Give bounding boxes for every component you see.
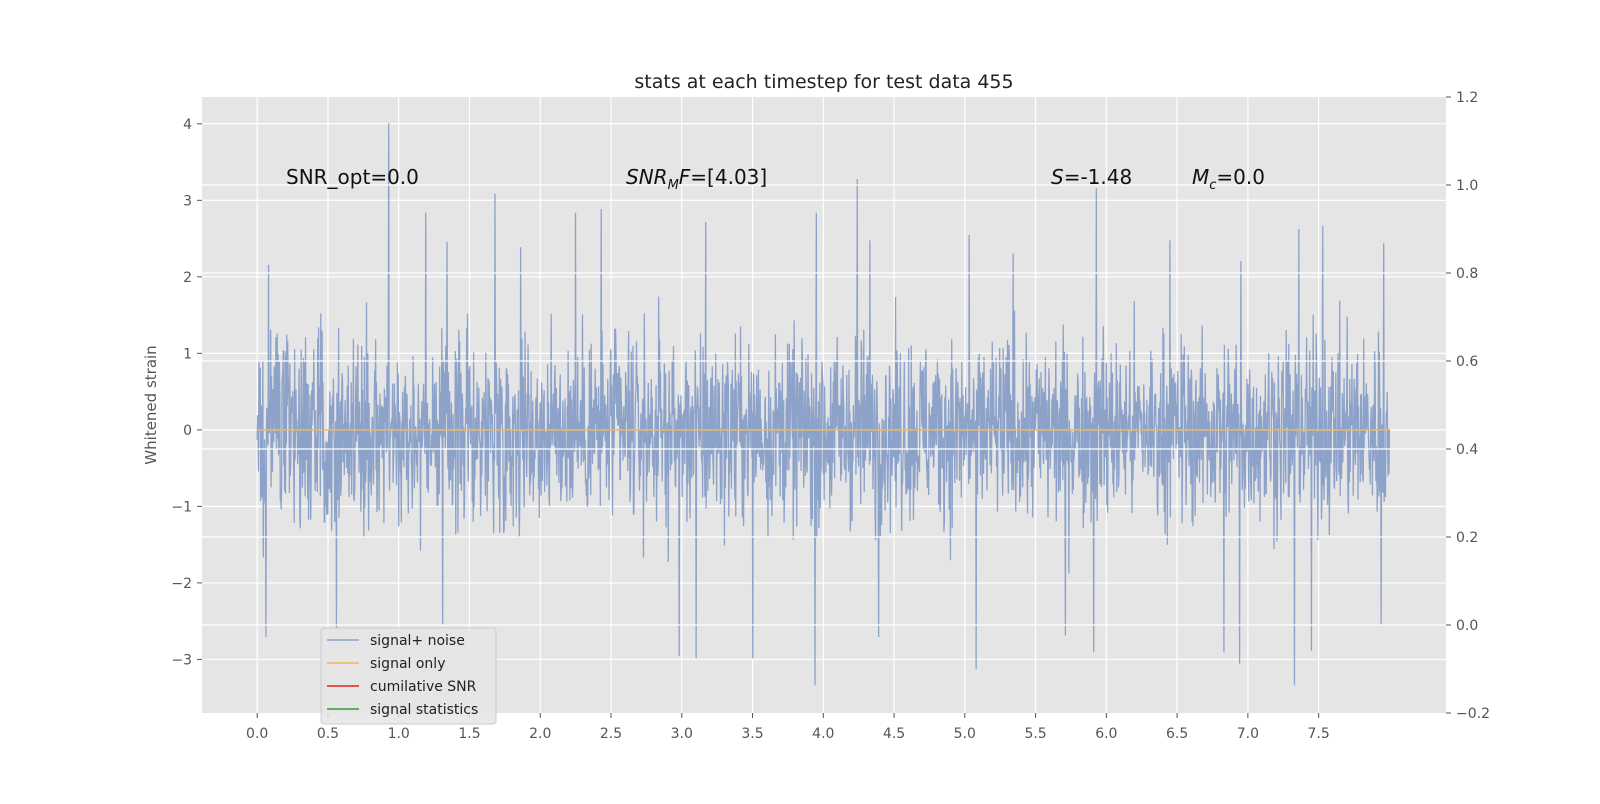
x-tick-label: 1.5 — [458, 726, 480, 742]
x-tick-label: 7.0 — [1237, 726, 1259, 742]
x-axis-ticks: 0.0 0.5 1.0 1.5 2.0 2.5 3.0 3.5 4.0 4.5 5.0 5.5 6.0 6… — [246, 713, 1330, 742]
x-tick-label: 7.5 — [1307, 726, 1329, 742]
y-tick-label: 0 — [183, 423, 192, 439]
secondary-grid — [202, 184, 1446, 626]
x-tick-label: 6.0 — [1095, 726, 1117, 742]
x-tick-label: 0.5 — [317, 726, 339, 742]
annotation-snr-mf-value: =[4.03] — [690, 165, 767, 189]
y-tick-label: 3 — [183, 193, 192, 209]
y-axis-label: Whitened strain — [142, 345, 160, 464]
x-tick-label: 1.0 — [388, 726, 410, 742]
annotation-mc-value: =0.0 — [1216, 165, 1265, 189]
y2-tick-label: 0.2 — [1456, 530, 1478, 546]
x-tick-label: 2.5 — [600, 726, 622, 742]
y2-tick-label: 1.0 — [1456, 178, 1478, 194]
y2-tick-label: −0.2 — [1456, 706, 1490, 722]
legend-label-signal-noise: signal+ noise — [370, 633, 465, 649]
x-tick-label: 3.5 — [741, 726, 763, 742]
annotation-snr-mf: SNRMF=[4.03] — [626, 165, 767, 193]
x-tick-label: 4.5 — [883, 726, 905, 742]
annotation-s-stat-value: =-1.48 — [1064, 165, 1133, 189]
x-tick-label: 0.0 — [246, 726, 268, 742]
x-tick-label: 4.0 — [812, 726, 834, 742]
y2-tick-label: 0.8 — [1456, 266, 1478, 282]
y2-tick-label: 1.2 — [1456, 90, 1478, 106]
secondary-y-axis-ticks: −0.2 0.0 0.2 0.4 0.6 0.8 1.0 1.2 — [1446, 90, 1490, 722]
x-tick-label: 3.0 — [671, 726, 693, 742]
x-tick-label: 6.5 — [1166, 726, 1188, 742]
y2-tick-label: 0.0 — [1456, 618, 1478, 634]
y-tick-label: −2 — [171, 576, 192, 592]
y-tick-label: 1 — [183, 346, 192, 362]
legend-box — [320, 627, 497, 725]
y-axis-ticks: −3 −2 −1 0 1 2 3 4 — [171, 117, 202, 668]
legend-label-signal-only: signal only — [370, 656, 445, 672]
y-tick-label: −1 — [171, 499, 192, 515]
x-tick-label: 2.0 — [529, 726, 551, 742]
x-tick-label: 5.5 — [1024, 726, 1046, 742]
annotation-mc: Mc=0.0 — [1192, 165, 1265, 193]
legend-label-signal-statistics: signal statistics — [370, 702, 478, 718]
x-tick-label: 5.0 — [954, 726, 976, 742]
chart-title: stats at each timestep for test data 455 — [634, 71, 1013, 93]
y-tick-label: −3 — [171, 652, 192, 668]
y-tick-label: 2 — [183, 270, 192, 286]
legend-label-cumulative-snr: cumilative SNR — [370, 679, 477, 695]
annotation-s-stat: S=-1.48 — [1051, 165, 1132, 189]
legend: signal+ noise signal only cumilative SNR… — [320, 627, 497, 725]
y-tick-label: 4 — [183, 117, 192, 133]
annotation-snr-opt: SNR_opt=0.0 — [286, 165, 419, 189]
signal-noise-line — [256, 123, 1391, 686]
y2-tick-label: 0.6 — [1456, 354, 1478, 370]
signal-noise-series — [256, 123, 1391, 686]
y2-tick-label: 0.4 — [1456, 442, 1478, 458]
